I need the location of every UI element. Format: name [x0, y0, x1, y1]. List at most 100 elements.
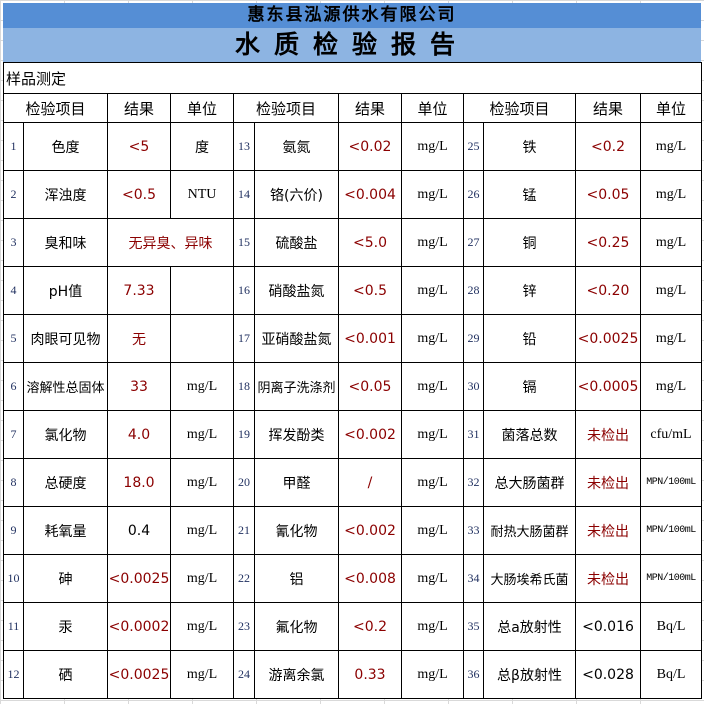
item-name: 耗氧量	[23, 506, 108, 555]
unit-value: mg/L	[401, 506, 464, 555]
unit-value: mg/L	[401, 218, 464, 267]
item-number: 19	[233, 410, 255, 459]
unit-value: mg/L	[170, 458, 234, 507]
result-value: <0.016	[575, 602, 641, 651]
unit-value: mg/L	[401, 602, 464, 651]
result-value: 未检出	[575, 458, 641, 507]
item-number: 18	[233, 362, 255, 411]
result-value: 0.33	[338, 650, 402, 699]
item-number: 5	[3, 314, 24, 363]
item-name: 挥发酚类	[254, 410, 339, 459]
result-value: <0.0005	[575, 362, 641, 411]
table-row: 7 氯化物 4.0 mg/L 19 挥发酚类 <0.002 mg/L 31 菌落总数 未检出 cfu/…	[3, 410, 703, 459]
result-value: <0.008	[338, 554, 402, 603]
item-name: 菌落总数	[483, 410, 576, 459]
table-row: 2 浑浊度 <0.5 NTU 14 铬(六价) <0.004 mg/L 26 锰 <0.05 mg/L	[3, 170, 703, 219]
item-number: 33	[463, 506, 484, 555]
item-name: 镉	[483, 362, 576, 411]
item-number: 21	[233, 506, 255, 555]
unit-value: mg/L	[170, 602, 234, 651]
item-name: 铁	[483, 122, 576, 171]
result-value: 18.0	[107, 458, 171, 507]
unit-value: mg/L	[401, 122, 464, 171]
item-name: 总大肠菌群	[483, 458, 576, 507]
unit-value: MPN/100mL	[639, 458, 703, 507]
item-name: 氨氮	[254, 122, 339, 171]
table-row: 10 砷 <0.0025 mg/L 22 铝 <0.008 mg/L 34 大肠埃希氏菌 未检出 MP…	[3, 554, 703, 603]
item-name: 锰	[483, 170, 576, 219]
item-name: 肉眼可见物	[23, 314, 108, 363]
result-value: <0.0025	[107, 554, 171, 603]
item-number: 27	[463, 218, 484, 267]
table-row: 11 汞 <0.0002 mg/L 23 氟化物 <0.2 mg/L 35 总a放射性 <0.016…	[3, 602, 703, 651]
item-name: 色度	[23, 122, 108, 171]
header-unit: 单位	[401, 93, 464, 123]
item-name: 汞	[23, 602, 108, 651]
table-row: 12 硒 <0.0025 mg/L 24 游离余氯 0.33 mg/L 36 总β放射性 <0.02…	[3, 650, 703, 699]
item-name: 大肠埃希氏菌	[483, 554, 576, 603]
item-name: 铜	[483, 218, 576, 267]
unit-value: mg/L	[170, 650, 234, 699]
result-value: <5.0	[338, 218, 402, 267]
item-name: 浑浊度	[23, 170, 108, 219]
item-number: 29	[463, 314, 484, 363]
item-name: 氟化物	[254, 602, 339, 651]
unit-value: mg/L	[639, 314, 703, 363]
item-number: 12	[3, 650, 24, 699]
report-title: 水质检验报告	[3, 28, 701, 62]
header-unit: 单位	[639, 93, 703, 123]
item-number: 11	[3, 602, 24, 651]
result-value: 未检出	[575, 506, 641, 555]
header-item: 检验项目	[233, 93, 339, 123]
item-number: 16	[233, 266, 255, 315]
unit-value: mg/L	[401, 410, 464, 459]
company-name: 惠东县泓源供水有限公司	[3, 3, 701, 28]
item-name: pH值	[23, 266, 108, 315]
item-name: 总硬度	[23, 458, 108, 507]
table-row: 3 臭和味 无异臭、异味 15 硫酸盐 <5.0 mg/L 27 铜 <0.25 mg/L	[3, 218, 703, 267]
unit-value: mg/L	[639, 170, 703, 219]
item-number: 6	[3, 362, 24, 411]
item-number: 14	[233, 170, 255, 219]
item-number: 26	[463, 170, 484, 219]
header-result: 结果	[107, 93, 171, 123]
item-number: 30	[463, 362, 484, 411]
item-name: 甲醛	[254, 458, 339, 507]
unit-value: mg/L	[639, 218, 703, 267]
unit-value: mg/L	[401, 554, 464, 603]
result-value: <0.05	[575, 170, 641, 219]
unit-value: mg/L	[170, 410, 234, 459]
unit-value: mg/L	[170, 362, 234, 411]
header-result: 结果	[575, 93, 641, 123]
item-number: 31	[463, 410, 484, 459]
item-number: 9	[3, 506, 24, 555]
item-number: 24	[233, 650, 255, 699]
item-number: 4	[3, 266, 24, 315]
result-value: <5	[107, 122, 171, 171]
item-number: 1	[3, 122, 24, 171]
unit-value: mg/L	[401, 650, 464, 699]
unit-value: MPN/100mL	[639, 554, 703, 603]
item-number: 13	[233, 122, 255, 171]
result-value: <0.5	[107, 170, 171, 219]
unit-value: mg/L	[401, 362, 464, 411]
item-name: 氯化物	[23, 410, 108, 459]
result-value: 4.0	[107, 410, 171, 459]
table-row: 5 肉眼可见物无 17 亚硝酸盐氮 <0.001 mg/L 29 铅 <0.0025 mg/L	[3, 314, 703, 363]
item-number: 34	[463, 554, 484, 603]
header-result: 结果	[338, 93, 402, 123]
item-number: 32	[463, 458, 484, 507]
item-name: 硒	[23, 650, 108, 699]
result-value: <0.028	[575, 650, 641, 699]
result-value: 0.4	[107, 506, 171, 555]
unit-value: Bq/L	[639, 602, 703, 651]
table-row: 4 pH值 7.33 16 硝酸盐氮 <0.5 mg/L 28 锌 <0.20 mg/L	[3, 266, 703, 315]
unit-value: 度	[170, 122, 234, 171]
item-number: 22	[233, 554, 255, 603]
result-value: <0.2	[338, 602, 402, 651]
item-number: 28	[463, 266, 484, 315]
item-number: 7	[3, 410, 24, 459]
item-name: 砷	[23, 554, 108, 603]
unit-value: mg/L	[401, 314, 464, 363]
result-value: 未检出	[575, 410, 641, 459]
